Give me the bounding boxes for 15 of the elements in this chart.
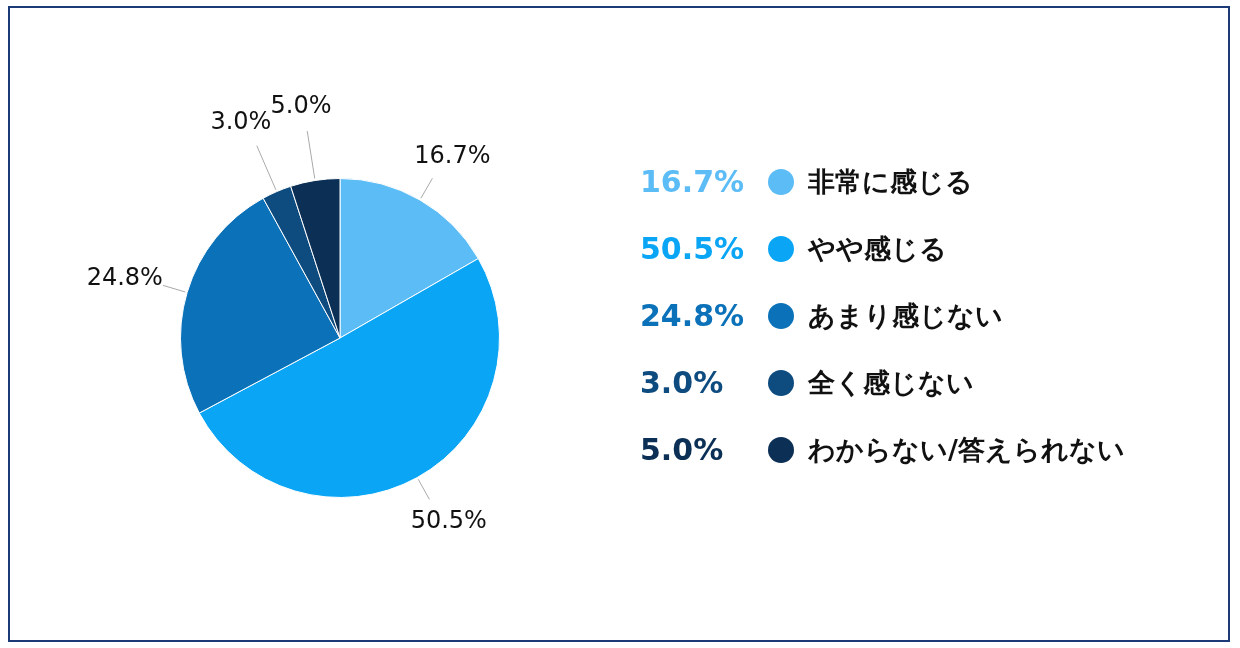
data-label: 3.0% [210, 107, 272, 136]
data-label: 50.5% [410, 505, 487, 534]
text: 16.7% [640, 164, 745, 199]
legend-label: 全く感じない [808, 365, 974, 400]
legend-label: やや感じる [808, 231, 947, 266]
text: 3.0% [640, 365, 724, 400]
text: 5.0% [640, 432, 724, 467]
text: 24.8% [640, 298, 745, 333]
legend-label: わからない/答えられない [808, 432, 1125, 467]
data-label: 16.7% [414, 140, 491, 169]
data-label: 24.8% [86, 262, 163, 291]
legend-label: 非常に感じる [808, 164, 973, 199]
data-label: 5.0% [270, 90, 332, 119]
text: 50.5% [640, 231, 745, 266]
legend-label: あまり感じない [808, 298, 1003, 333]
